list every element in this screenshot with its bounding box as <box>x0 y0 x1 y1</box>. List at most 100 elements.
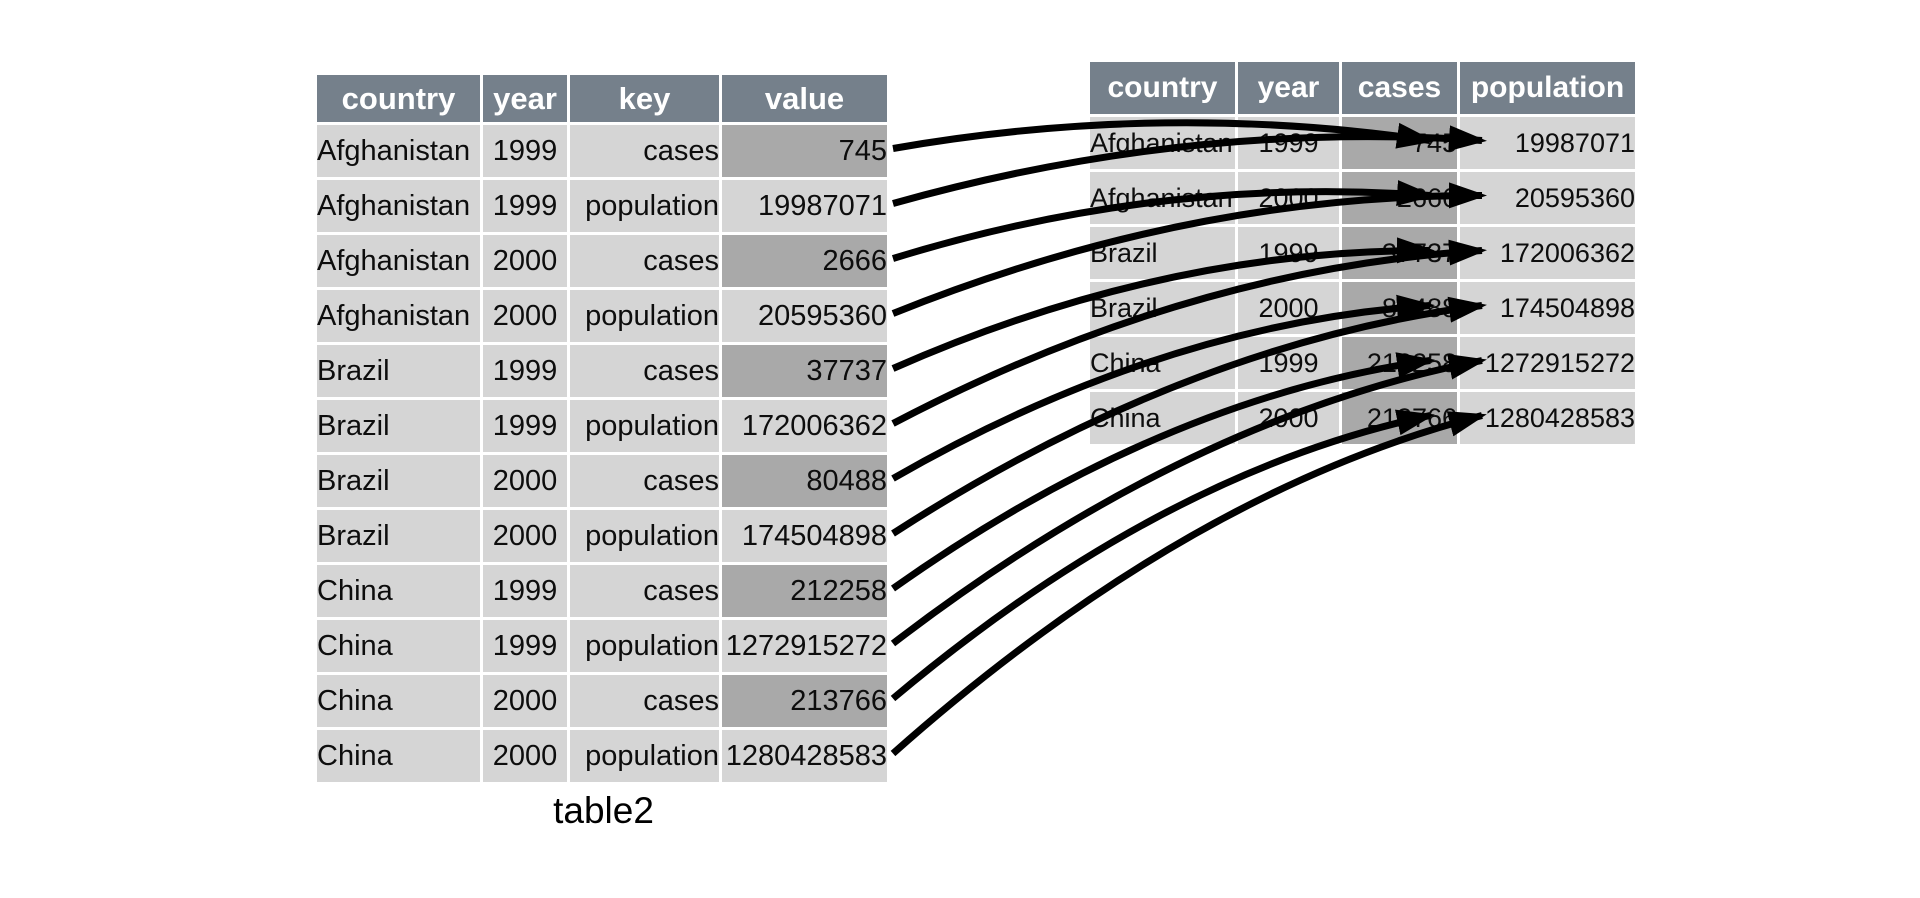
column-header-year: year <box>1238 62 1342 117</box>
column-header-country: country <box>317 75 483 125</box>
table-row: Afghanistan 1999 745 19987071 <box>1090 117 1638 172</box>
cell-key: population <box>570 400 722 455</box>
cell-year: 2000 <box>483 510 570 565</box>
table2-header: country year key value <box>317 75 890 125</box>
wide-result-table: country year cases population Afghanistan 19… <box>1090 62 1638 447</box>
value-mapping-arrow <box>890 409 1435 702</box>
cell-country: Brazil <box>317 400 483 455</box>
column-header-value: value <box>722 75 890 125</box>
cell-year: 1999 <box>1238 117 1342 172</box>
cell-key: cases <box>570 125 722 180</box>
cell-year: 1999 <box>483 400 570 455</box>
cell-year: 1999 <box>1238 337 1342 392</box>
cell-population: 174504898 <box>1460 282 1638 337</box>
table-row: China 2000 213766 1280428583 <box>1090 392 1638 447</box>
cell-country: China <box>317 675 483 730</box>
cell-value: 2666 <box>722 235 890 290</box>
table-row: China 1999 population 1272915272 <box>317 620 890 675</box>
cell-value: 37737 <box>722 345 890 400</box>
column-header-population: population <box>1460 62 1638 117</box>
column-header-cases: cases <box>1342 62 1460 117</box>
cell-country: Brazil <box>1090 282 1238 337</box>
wide-table-body: Afghanistan 1999 745 19987071 Afghanistan 200… <box>1090 117 1638 447</box>
cell-year: 1999 <box>483 125 570 180</box>
table-row: China 1999 212258 1272915272 <box>1090 337 1638 392</box>
cell-value: 212258 <box>722 565 890 620</box>
cell-year: 2000 <box>1238 282 1342 337</box>
table2-caption: table2 <box>553 790 654 831</box>
column-header-key: key <box>570 75 722 125</box>
table-row: Afghanistan 2000 2666 20595360 <box>1090 172 1638 227</box>
cell-year: 1999 <box>483 345 570 400</box>
cell-key: population <box>570 510 722 565</box>
cell-value: 20595360 <box>722 290 890 345</box>
cell-country: Afghanistan <box>1090 117 1238 172</box>
cell-value: 745 <box>722 125 890 180</box>
cell-year: 2000 <box>1238 172 1342 227</box>
value-mapping-arrow <box>890 411 1487 757</box>
cell-key: cases <box>570 565 722 620</box>
table-row: Afghanistan 1999 population 19987071 <box>317 180 890 235</box>
cell-key: population <box>570 290 722 345</box>
cell-country: China <box>1090 392 1238 447</box>
cell-country: China <box>1090 337 1238 392</box>
cell-country: Afghanistan <box>317 290 483 345</box>
cell-value: 174504898 <box>722 510 890 565</box>
cell-population: 172006362 <box>1460 227 1638 282</box>
table-row: China 1999 cases 212258 <box>317 565 890 620</box>
cell-country: China <box>317 620 483 675</box>
table-row: Afghanistan 1999 cases 745 <box>317 125 890 180</box>
table-row: Brazil 1999 cases 37737 <box>317 345 890 400</box>
cell-value: 19987071 <box>722 180 890 235</box>
table2-body: Afghanistan 1999 cases 745 Afghanistan 1999 po… <box>317 125 890 785</box>
cell-year: 2000 <box>483 235 570 290</box>
table-row: Brazil 2000 80488 174504898 <box>1090 282 1638 337</box>
cell-cases: 37737 <box>1342 227 1460 282</box>
cell-value: 1272915272 <box>722 620 890 675</box>
cell-year: 2000 <box>1238 392 1342 447</box>
cell-key: cases <box>570 235 722 290</box>
table-row: China 2000 cases 213766 <box>317 675 890 730</box>
cell-country: Afghanistan <box>1090 172 1238 227</box>
cell-country: China <box>317 730 483 785</box>
table-row: Brazil 1999 37737 172006362 <box>1090 227 1638 282</box>
cell-country: Afghanistan <box>317 235 483 290</box>
cell-year: 1999 <box>1238 227 1342 282</box>
cell-country: Afghanistan <box>317 180 483 235</box>
cell-population: 20595360 <box>1460 172 1638 227</box>
cell-value: 1280428583 <box>722 730 890 785</box>
cell-year: 2000 <box>483 730 570 785</box>
cell-population: 1280428583 <box>1460 392 1638 447</box>
cell-cases: 2666 <box>1342 172 1460 227</box>
cell-year: 2000 <box>483 455 570 510</box>
table-row: China 2000 population 1280428583 <box>317 730 890 785</box>
cell-key: population <box>570 730 722 785</box>
cell-cases: 80488 <box>1342 282 1460 337</box>
cell-year: 1999 <box>483 620 570 675</box>
header-row: country year key value <box>317 75 890 125</box>
cell-country: Afghanistan <box>317 125 483 180</box>
cell-year: 2000 <box>483 290 570 345</box>
cell-country: Brazil <box>317 345 483 400</box>
cell-key: population <box>570 620 722 675</box>
header-row: country year cases population <box>1090 62 1638 117</box>
cell-year: 2000 <box>483 675 570 730</box>
cell-country: Brazil <box>317 510 483 565</box>
wide-table-header: country year cases population <box>1090 62 1638 117</box>
cell-year: 1999 <box>483 180 570 235</box>
table-row: Brazil 2000 cases 80488 <box>317 455 890 510</box>
cell-population: 1272915272 <box>1460 337 1638 392</box>
cell-year: 1999 <box>483 565 570 620</box>
table-row: Brazil 1999 population 172006362 <box>317 400 890 455</box>
cell-key: population <box>570 180 722 235</box>
cell-value: 213766 <box>722 675 890 730</box>
table-row: Brazil 2000 population 174504898 <box>317 510 890 565</box>
table2-long-table: country year key value Afghanistan 1999 cases… <box>317 75 890 785</box>
cell-key: cases <box>570 675 722 730</box>
cell-country: Brazil <box>1090 227 1238 282</box>
cell-value: 80488 <box>722 455 890 510</box>
column-header-year: year <box>483 75 570 125</box>
table-row: Afghanistan 2000 cases 2666 <box>317 235 890 290</box>
column-header-country: country <box>1090 62 1238 117</box>
